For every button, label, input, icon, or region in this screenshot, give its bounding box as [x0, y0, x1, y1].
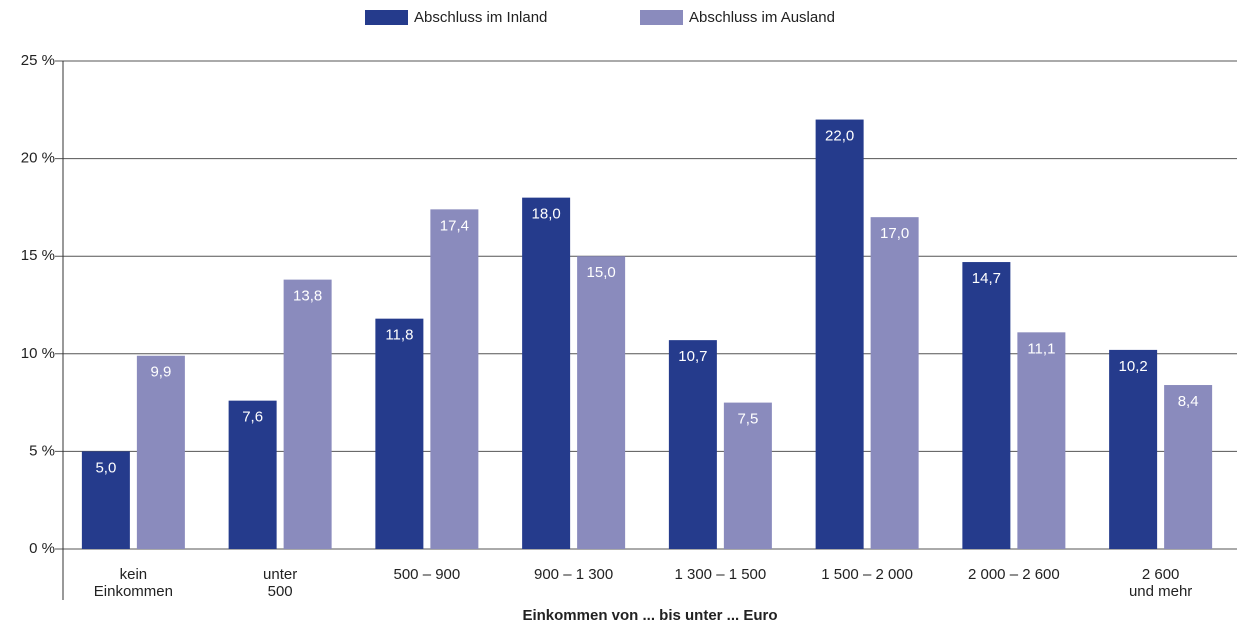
bar — [870, 217, 919, 549]
x-tick-label: unter 500 — [263, 566, 297, 600]
bar — [577, 256, 626, 549]
y-tick-label: 0 % — [29, 540, 55, 557]
value-label: 22,0 — [825, 128, 854, 145]
value-label: 11,1 — [1027, 340, 1055, 357]
legend-label: Abschluss im Ausland — [689, 9, 835, 26]
bar — [668, 340, 717, 549]
x-tick-label: kein Einkommen — [94, 566, 173, 600]
legend-swatch — [640, 10, 683, 25]
x-tick-label: 1 500 – 2 000 — [821, 566, 913, 583]
bar — [1164, 385, 1213, 549]
value-label: 18,0 — [532, 206, 561, 223]
y-tick-label: 15 % — [21, 247, 55, 264]
value-label: 17,0 — [880, 225, 909, 242]
y-tick-label: 25 % — [21, 52, 55, 69]
value-label: 9,9 — [150, 364, 171, 381]
x-axis-title: Einkommen von ... bis unter ... Euro — [522, 607, 777, 624]
value-label: 7,6 — [242, 409, 263, 426]
value-label: 13,8 — [293, 288, 322, 305]
x-tick-label: 2 600 und mehr — [1129, 566, 1192, 600]
bar — [1017, 332, 1066, 549]
legend-label: Abschluss im Inland — [414, 9, 547, 26]
bar — [522, 197, 571, 549]
x-tick-label: 2 000 – 2 600 — [968, 566, 1060, 583]
bar — [1109, 349, 1158, 549]
value-label: 8,4 — [1178, 393, 1199, 410]
x-tick-label: 1 300 – 1 500 — [674, 566, 766, 583]
x-tick-label: 500 – 900 — [394, 566, 461, 583]
bar — [375, 318, 424, 549]
y-tick-label: 5 % — [29, 442, 55, 459]
x-tick-label: 900 – 1 300 — [534, 566, 613, 583]
value-label: 7,5 — [737, 411, 758, 428]
value-label: 10,7 — [678, 348, 707, 365]
value-label: 11,8 — [385, 327, 413, 344]
value-label: 5,0 — [95, 459, 116, 476]
legend-swatch — [365, 10, 408, 25]
value-label: 15,0 — [587, 264, 616, 281]
bar — [283, 279, 332, 549]
bar — [81, 451, 130, 549]
value-label: 14,7 — [972, 270, 1001, 287]
y-tick-label: 20 % — [21, 150, 55, 167]
bar — [430, 209, 479, 550]
y-tick-label: 10 % — [21, 345, 55, 362]
bar — [962, 262, 1011, 549]
bar — [815, 119, 864, 549]
bar — [136, 355, 185, 549]
bar — [723, 402, 772, 549]
bar — [228, 400, 277, 549]
value-label: 17,4 — [440, 217, 469, 234]
value-label: 10,2 — [1119, 358, 1148, 375]
